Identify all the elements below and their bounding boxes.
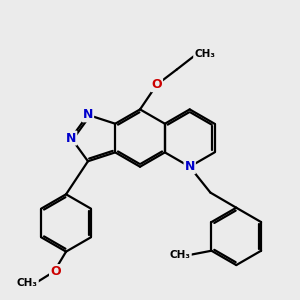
Text: O: O bbox=[50, 265, 61, 278]
Text: CH₃: CH₃ bbox=[194, 49, 215, 58]
Text: N: N bbox=[184, 160, 195, 173]
Text: N: N bbox=[66, 132, 76, 145]
Text: CH₃: CH₃ bbox=[170, 250, 191, 260]
Text: CH₃: CH₃ bbox=[17, 278, 38, 288]
Text: N: N bbox=[83, 108, 93, 122]
Text: O: O bbox=[152, 78, 162, 91]
